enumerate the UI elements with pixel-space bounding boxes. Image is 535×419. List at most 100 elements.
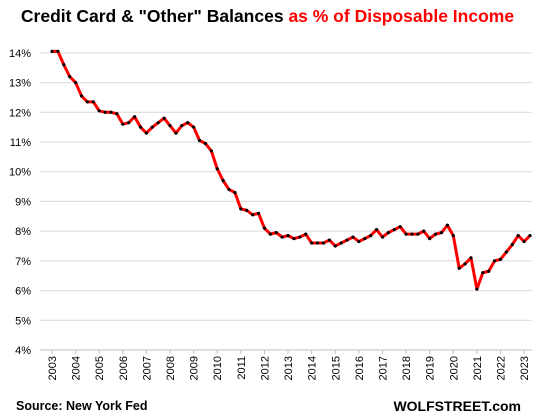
data-point — [209, 149, 213, 153]
data-point — [516, 234, 520, 238]
data-point — [144, 131, 149, 135]
data-point — [469, 256, 473, 260]
data-point — [445, 223, 449, 227]
data-point — [251, 213, 255, 217]
data-point — [451, 234, 455, 238]
data-point — [162, 116, 166, 120]
data-point — [339, 241, 343, 245]
chart-title: Credit Card & "Other" Balances as % of D… — [0, 6, 535, 27]
x-tick-label: 2023 — [519, 356, 531, 380]
data-point — [433, 232, 438, 236]
data-point — [121, 122, 125, 126]
data-point — [245, 208, 249, 212]
y-tick-label: 12% — [9, 107, 31, 119]
y-tick-label: 9% — [15, 196, 31, 208]
data-point — [133, 115, 137, 119]
data-point — [268, 232, 272, 236]
x-tick-label: 2022 — [495, 356, 507, 380]
data-point — [103, 110, 107, 114]
data-point — [351, 235, 355, 239]
data-point — [74, 80, 78, 85]
data-point — [50, 49, 54, 53]
data-point — [274, 231, 278, 235]
x-tick-label: 2012 — [259, 356, 271, 380]
y-tick-label: 7% — [15, 256, 31, 268]
data-point — [463, 262, 467, 266]
data-point — [115, 112, 119, 116]
data-point — [528, 234, 532, 238]
x-tick-label: 2009 — [189, 356, 201, 380]
x-tick-label: 2019 — [425, 356, 437, 380]
data-point — [345, 238, 349, 242]
data-point — [221, 179, 225, 183]
data-point — [321, 241, 326, 245]
brand-watermark: WOLFSTREET.com — [393, 398, 521, 414]
x-tick-label: 2020 — [448, 356, 460, 380]
data-point — [227, 187, 231, 192]
data-point — [233, 190, 237, 195]
data-point — [280, 235, 284, 239]
data-point — [79, 94, 84, 98]
data-point — [410, 232, 414, 236]
data-point — [357, 239, 361, 244]
x-tick-label: 2007 — [141, 356, 153, 380]
data-point — [203, 141, 208, 146]
data-point — [286, 234, 290, 238]
series-line — [50, 49, 532, 291]
chart-title-main: Credit Card & "Other" Balances — [20, 6, 284, 26]
data-point — [333, 244, 337, 248]
y-tick-label: 5% — [15, 315, 31, 327]
data-point — [97, 109, 101, 113]
data-point — [416, 232, 420, 236]
data-point — [150, 125, 154, 129]
data-point — [327, 238, 331, 242]
data-point — [498, 257, 503, 261]
data-point — [215, 167, 219, 171]
data-point — [522, 239, 526, 244]
y-tick-label: 11% — [10, 137, 31, 149]
y-tick-label: 8% — [15, 226, 31, 238]
data-point — [197, 138, 202, 143]
data-point — [180, 124, 184, 128]
data-point — [481, 271, 485, 275]
y-tick-label: 4% — [15, 345, 31, 357]
data-point — [304, 232, 308, 236]
source-note: Source: New York Fed — [16, 399, 148, 413]
y-tick-label: 14% — [9, 48, 31, 60]
data-point — [510, 242, 514, 247]
data-point — [422, 229, 426, 233]
x-tick-label: 2004 — [71, 356, 83, 380]
data-point — [380, 235, 385, 239]
data-point — [85, 100, 90, 104]
data-point — [457, 266, 461, 270]
y-tick-label: 6% — [15, 286, 31, 298]
data-point — [386, 231, 390, 235]
data-point — [68, 75, 72, 79]
data-point — [156, 121, 160, 125]
data-point — [398, 225, 402, 229]
data-point — [487, 269, 491, 273]
data-point — [56, 49, 60, 53]
x-tick-label: 2018 — [401, 356, 413, 380]
data-point — [310, 241, 314, 245]
x-tick-label: 2013 — [283, 356, 295, 380]
data-point — [138, 125, 143, 129]
y-tick-label: 13% — [9, 78, 31, 90]
data-point — [404, 232, 408, 236]
data-point — [392, 228, 396, 232]
data-point — [168, 124, 172, 128]
x-tick-label: 2011 — [236, 356, 248, 380]
x-tick-label: 2014 — [307, 356, 319, 380]
data-point — [262, 226, 267, 230]
data-point — [109, 110, 113, 114]
data-point — [174, 131, 178, 135]
data-point — [492, 259, 497, 263]
data-point — [62, 63, 66, 67]
x-tick-label: 2008 — [165, 356, 177, 380]
x-tick-label: 2006 — [118, 356, 130, 380]
data-point — [239, 207, 243, 211]
data-point — [504, 250, 508, 254]
data-point — [192, 125, 196, 129]
data-point — [439, 231, 444, 235]
data-point — [428, 236, 432, 241]
